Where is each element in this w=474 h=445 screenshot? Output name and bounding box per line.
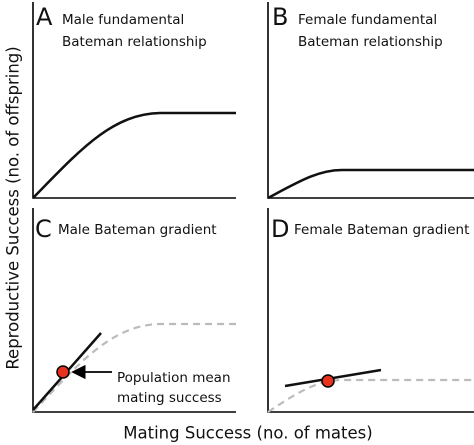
curve-d-ref	[267, 378, 474, 413]
curve-a	[32, 111, 236, 199]
panel-label: Male fundamental	[62, 12, 184, 28]
curve-c-ref	[32, 322, 236, 413]
curve-b	[267, 168, 474, 200]
panel-letter: D	[271, 215, 289, 243]
annotation: Population mean	[117, 370, 231, 386]
axes-d	[267, 208, 474, 413]
y-axis-label: Reproductive Success (no. of offspring)	[4, 46, 23, 369]
panel-label: Bateman relationship	[62, 34, 207, 50]
panel-letter: A	[36, 3, 53, 31]
x-axis-label: Mating Success (no. of mates)	[123, 424, 372, 443]
mean-point-d	[321, 374, 335, 388]
panel-label: Female fundamental	[298, 12, 437, 28]
panel-label: Male Bateman gradient	[58, 222, 217, 238]
mean-point-c	[56, 365, 70, 379]
axes-b	[267, 2, 474, 199]
panel-letter: B	[272, 3, 288, 31]
panel-letter: C	[35, 215, 52, 243]
annotation: mating success	[117, 390, 222, 406]
panel-label: Bateman relationship	[298, 34, 443, 50]
panel-label: Female Bateman gradient	[294, 222, 469, 238]
